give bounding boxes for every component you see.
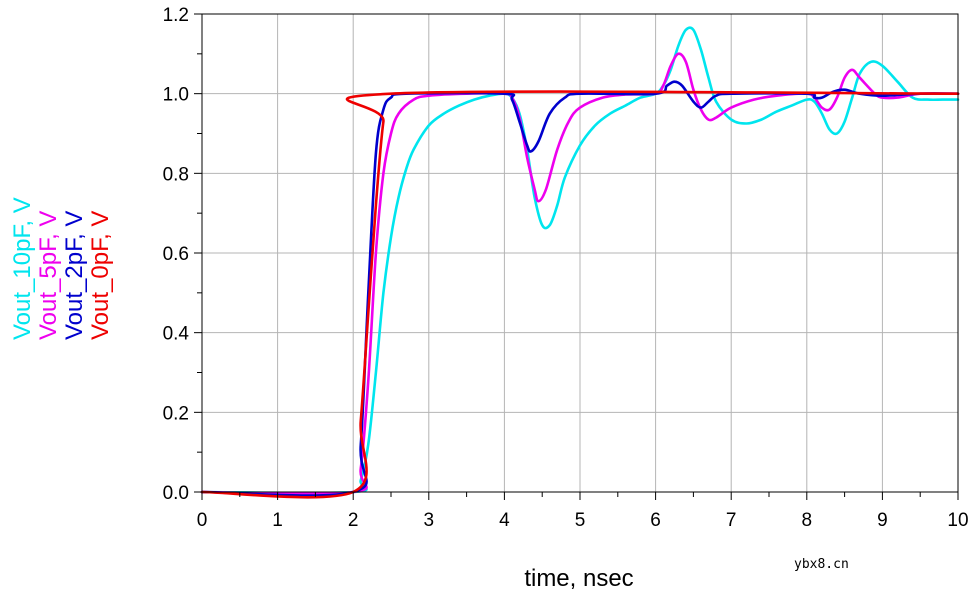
watermark: ybx8.cn [794,557,849,572]
axis-ticks: 0 1 2 3 4 5 6 7 8 9 10 0.0 0.2 0.4 0.6 0.8 1.0 1.2 [163,5,969,531]
series-line [200,90,960,499]
x-tick-label: 6 [650,510,661,531]
y-tick-label: 0.2 [163,403,189,424]
x-tick-label: 9 [877,510,888,531]
legend-entry: Vout_0pF, V [87,211,114,340]
x-tick-label: 8 [802,510,813,531]
legend-entry: Vout_10pF, V [9,197,36,340]
y-tick-label: 0.6 [163,244,189,265]
x-tick-label: 4 [499,510,510,531]
x-tick-label: 5 [575,510,586,531]
series-line [200,26,960,495]
y-tick-label: 1.0 [163,85,189,106]
y-tick-label: 0.4 [163,324,190,345]
x-axis-title: time, nsec [524,565,633,592]
x-tick-label: 2 [348,510,359,531]
legend-entry: Vout_2pF, V [61,211,88,340]
x-tick-label: 1 [272,510,283,531]
legend-entry: Vout_5pF, V [35,211,62,340]
grid [202,14,958,492]
series-line [200,80,960,497]
legend: Vout_10pF, V Vout_5pF, V Vout_2pF, V Vout_0… [9,197,114,340]
y-tick-label: 0.0 [163,483,189,504]
x-tick-label: 10 [947,510,968,531]
y-tick-label: 1.2 [163,5,189,26]
x-tick-label: 7 [726,510,737,531]
y-tick-label: 0.8 [163,164,189,185]
series-lines [200,26,960,499]
x-tick-label: 3 [424,510,435,531]
x-tick-label: 0 [197,510,208,531]
